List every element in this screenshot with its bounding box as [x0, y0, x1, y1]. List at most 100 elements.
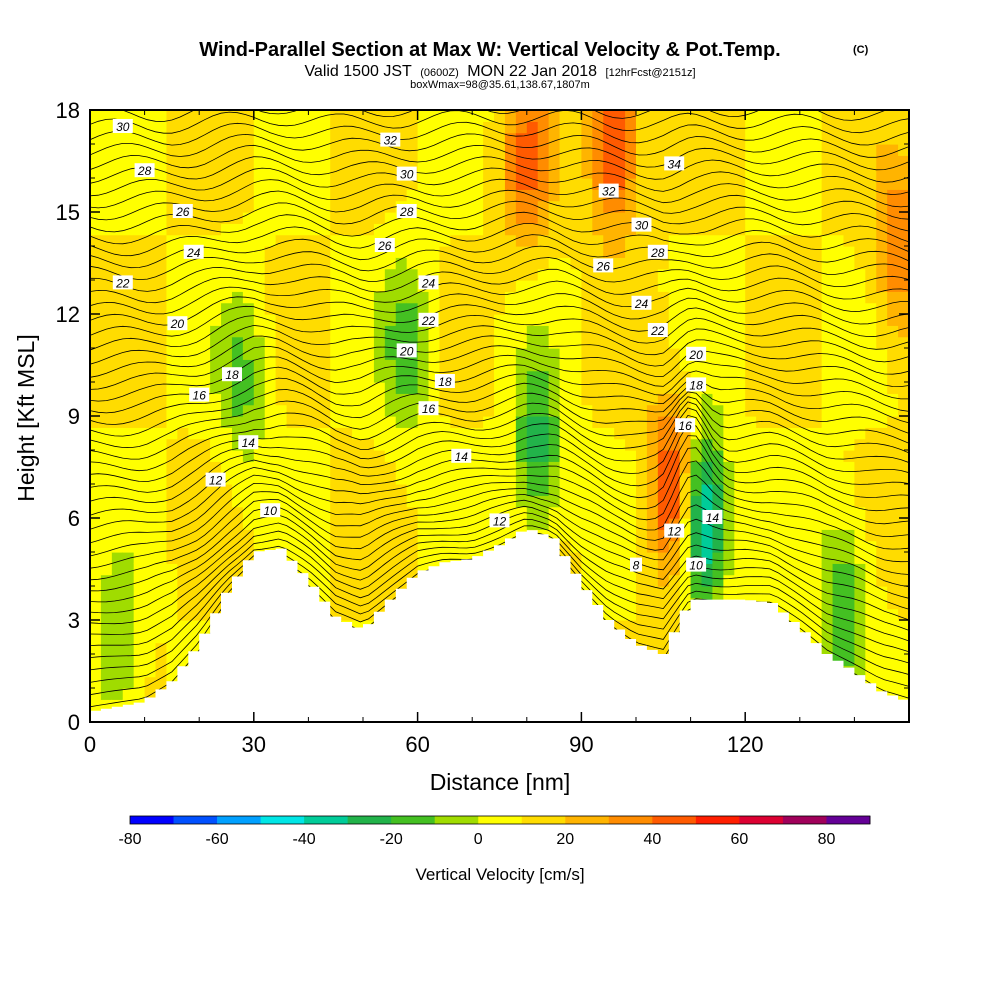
isentrope-label-text: 20 [688, 348, 703, 362]
field-cell [275, 359, 288, 372]
field-cell [177, 359, 189, 372]
field-cell [483, 144, 495, 156]
field-cell [406, 246, 419, 258]
field-cell [166, 393, 178, 406]
field-cell [155, 234, 168, 247]
field-cell [832, 552, 845, 564]
field-cell [777, 291, 790, 304]
field-cell [843, 654, 855, 666]
field-cell [701, 144, 714, 156]
field-cell [548, 336, 561, 349]
isentrope-line [90, 364, 909, 414]
field-cell [832, 166, 845, 179]
field-cell [133, 461, 146, 474]
field-cell [253, 348, 266, 360]
field-cell [188, 529, 200, 542]
field-cell [854, 223, 866, 236]
field-cell [843, 495, 855, 508]
field-cell [515, 484, 528, 496]
field-cell [777, 155, 790, 168]
field-cell [199, 438, 211, 451]
field-cell [843, 325, 855, 338]
field-cell [363, 529, 375, 542]
field-cell [373, 495, 386, 508]
field-cell [767, 506, 779, 519]
field-cell [450, 348, 462, 360]
isentrope-line [90, 401, 909, 472]
field-cell [286, 404, 299, 417]
field-cell [286, 212, 299, 224]
field-cell [221, 314, 233, 326]
field-cell [450, 178, 462, 190]
field-cell [821, 325, 834, 338]
field-cell [712, 257, 724, 270]
field-cell [133, 336, 146, 349]
field-cell [166, 257, 178, 270]
field-cell [461, 132, 473, 145]
field-cell [799, 110, 812, 122]
field-cell [570, 212, 582, 224]
field-cell [570, 302, 582, 315]
field-cell [777, 393, 790, 406]
field-cell [450, 472, 462, 485]
field-cell [199, 484, 211, 496]
field-cell [887, 189, 899, 202]
field-cell [373, 302, 386, 315]
field-cell [734, 223, 746, 236]
field-cell [308, 166, 320, 179]
field-cell [122, 110, 135, 122]
field-cell [177, 246, 189, 258]
field-cell [483, 234, 495, 247]
field-cell [384, 280, 397, 292]
field-cell [570, 223, 582, 236]
field-cell [657, 518, 670, 530]
field-cell [887, 234, 899, 247]
field-cell [668, 370, 681, 383]
field-cell [319, 574, 331, 587]
field-cell [592, 484, 604, 496]
field-cell [832, 586, 845, 598]
field-cell [865, 246, 877, 258]
field-cell [712, 404, 724, 417]
field-cell [767, 586, 779, 598]
field-cell [504, 325, 517, 338]
field-cell [646, 268, 659, 281]
field-cell [330, 200, 342, 213]
field-cell [144, 665, 157, 678]
terrain-fill [90, 530, 909, 722]
field-cell [788, 291, 801, 304]
field-cell [898, 166, 909, 179]
field-cell [231, 336, 244, 349]
field-cell [876, 178, 888, 190]
field-cell [341, 155, 353, 168]
isentrope-label: 12 [664, 523, 685, 539]
field-cell [537, 427, 550, 440]
field-cell [210, 246, 222, 258]
field-cell [854, 438, 866, 451]
field-cell [450, 246, 462, 258]
field-cell [210, 336, 222, 349]
field-cell [690, 268, 703, 281]
field-cell [428, 540, 441, 553]
field-cell [133, 518, 146, 530]
field-cell [155, 642, 168, 655]
field-cell [646, 620, 659, 632]
field-cell [253, 144, 266, 156]
field-cell [843, 574, 855, 587]
field-cell [177, 223, 189, 236]
field-cell [188, 404, 200, 417]
field-cell [483, 404, 495, 417]
field-cell [843, 586, 855, 598]
isentrope-label-text: 30 [635, 219, 649, 233]
field-cell [646, 110, 659, 122]
field-cell [646, 506, 659, 519]
field-cell [777, 552, 790, 564]
field-cell [767, 484, 779, 496]
field-cell [581, 178, 593, 190]
isentrope-line [90, 223, 909, 257]
field-cell [701, 268, 714, 281]
field-cell [166, 302, 178, 315]
field-cell [90, 155, 102, 168]
field-cell [712, 200, 724, 213]
field-cell [679, 484, 692, 496]
